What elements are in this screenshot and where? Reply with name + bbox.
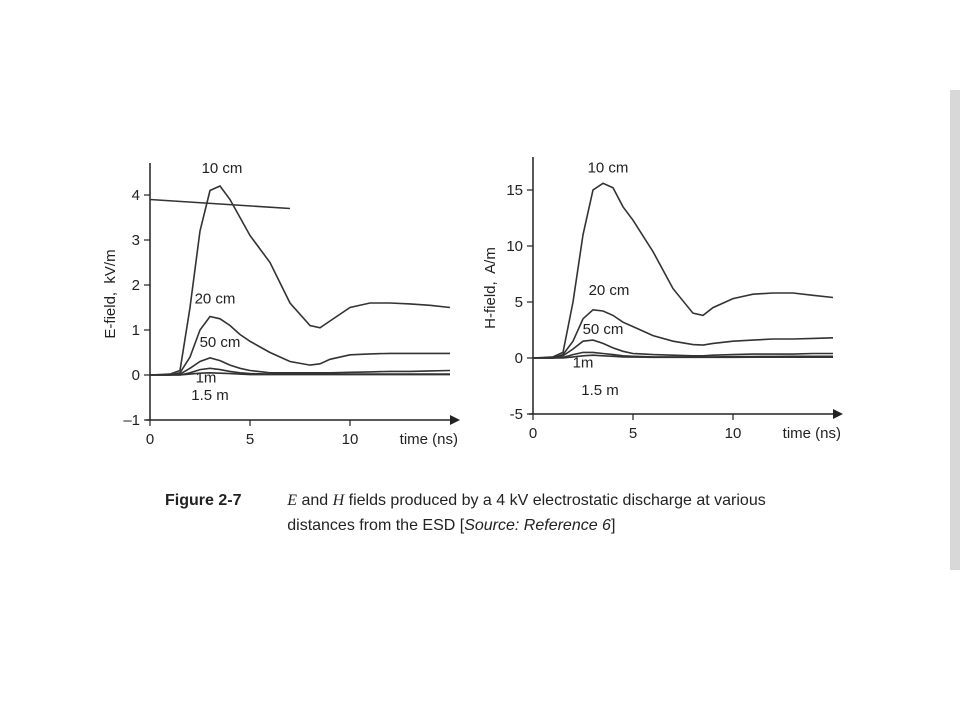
series-label: 1m: [196, 369, 217, 386]
caption-line: E and H fields produced by a 4 kV electr…: [265, 492, 779, 509]
x-tick-label: 0: [529, 425, 537, 442]
y-tick-label: 4: [132, 187, 140, 204]
y-tick-label: 3: [132, 232, 140, 249]
y-tick-label: 0: [132, 367, 140, 384]
x-axis-label: time (ns): [400, 431, 458, 448]
series-line: [149, 185, 451, 376]
series-label: 50 cm: [583, 321, 624, 338]
caption-part: ]: [611, 517, 615, 534]
series-label: 20 cm: [589, 282, 630, 299]
x-axis-label: time (ns): [783, 425, 841, 442]
series-label: 1.5 m: [581, 382, 619, 399]
caption-label: Figure 2-7: [165, 492, 242, 509]
series-line: [533, 339, 833, 359]
y-tick-label: 10: [506, 238, 523, 255]
y-tick-label: 15: [506, 182, 523, 199]
series-label: 1.5 m: [191, 387, 229, 404]
series-label: 10 cm: [588, 159, 629, 176]
y-axis-label: H-field, A/m: [482, 247, 499, 329]
series-line: [149, 198, 291, 210]
series-label: 50 cm: [200, 334, 241, 351]
x-tick-label: 5: [246, 431, 254, 448]
caption-part: distances from the ESD [: [287, 517, 465, 534]
series-line: [150, 315, 450, 376]
x-tick-label: 10: [725, 425, 742, 442]
series-line: [533, 354, 833, 359]
caption-line: distances from the ESD [Source: Referenc…: [265, 517, 629, 534]
caption-part: Source: Reference 6: [464, 517, 611, 534]
x-tick-label: 10: [342, 431, 359, 448]
series-line: [150, 357, 451, 376]
series-label: 1m: [573, 354, 594, 371]
charts: –1 0 1 2 3 4 0 5 10 time (ns) E-field, kV/m 10 cm 20…: [102, 157, 843, 448]
x-axis-arrow: [450, 415, 460, 425]
y-tick-label: 1: [132, 322, 140, 339]
x-tick-label: 0: [146, 431, 154, 448]
scan-edge: [950, 90, 960, 570]
y-tick-label: -5: [510, 406, 523, 423]
series-line: [150, 371, 450, 376]
y-axis-label: E-field, kV/m: [102, 249, 119, 338]
caption-part: and: [297, 492, 333, 509]
series-line: [532, 182, 834, 359]
x-axis-arrow: [833, 409, 843, 419]
series-label: 20 cm: [195, 291, 236, 308]
caption-part: fields produced by a 4 kV electrostatic …: [344, 492, 766, 509]
y-tick-label: 2: [132, 277, 140, 294]
y-tick-label: –1: [123, 412, 140, 429]
caption-part: H: [332, 492, 346, 509]
series-label: 10 cm: [202, 160, 243, 177]
y-tick-label: 5: [515, 294, 523, 311]
caption-part: E: [286, 492, 297, 509]
x-tick-label: 5: [629, 425, 637, 442]
y-tick-label: 0: [515, 350, 523, 367]
series-line: [533, 308, 834, 359]
